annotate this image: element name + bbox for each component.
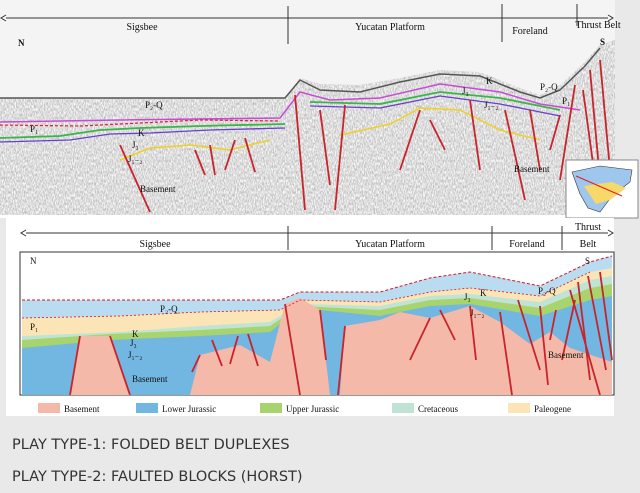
layer-label: J₃ xyxy=(464,292,471,302)
region-label: Yucatan Platform xyxy=(355,239,425,250)
seismic-faults xyxy=(119,59,611,213)
layer-label: J₃ xyxy=(132,140,139,150)
layer-label: K xyxy=(486,76,493,86)
section-faults xyxy=(69,271,613,396)
legend-label: Paleogene xyxy=(534,404,571,414)
layer-label: K xyxy=(132,329,139,339)
inset-map xyxy=(565,159,639,219)
legend-label: Upper Jurassic xyxy=(286,404,339,414)
seismic-panel: Sigsbee Yucatan Platform Foreland Thrust… xyxy=(0,0,639,219)
section-panel: Sigsbee Yucatan Platform Foreland Thrust… xyxy=(6,218,615,416)
compass-label: S xyxy=(600,37,605,47)
region-label: Thrust xyxy=(575,222,601,233)
compass-label: S xyxy=(585,256,590,266)
legend-swatch xyxy=(508,403,530,413)
layer-label: P₁ xyxy=(30,124,38,134)
region-label: Thrust Belt xyxy=(575,20,620,31)
layer-label: P₂-Q xyxy=(145,100,163,110)
legend: Basement Lower Jurassic Upper Jurassic C… xyxy=(38,403,571,414)
layer-label: K xyxy=(138,128,145,138)
legend-label: Cretaceous xyxy=(418,404,458,414)
layer-label: J₁₋₂ xyxy=(484,100,499,110)
legend-label: Basement xyxy=(64,404,100,414)
layer-label: J₁₋₂ xyxy=(470,308,485,318)
caption: PLAY TYPE-2: FAULTED BLOCKS (HORST) xyxy=(12,469,303,485)
layer-label: J₁₋₂ xyxy=(128,154,143,164)
region-label: Foreland xyxy=(509,239,545,250)
layer-label: K xyxy=(480,288,487,298)
legend-swatch xyxy=(392,403,414,413)
legend-label: Lower Jurassic xyxy=(162,404,216,414)
region-label: Foreland xyxy=(512,26,548,37)
layer-label: P₂-Q xyxy=(538,286,556,296)
layer-label: Basement xyxy=(514,164,550,174)
layer-label: J₁₋₂ xyxy=(128,350,143,360)
region-label: Belt xyxy=(580,239,597,250)
layer-label: Basement xyxy=(132,374,168,384)
layer-label: P₁ xyxy=(30,322,38,332)
layer-label: J₃ xyxy=(130,338,137,348)
layer-label: J₃ xyxy=(462,86,469,96)
compass-label: N xyxy=(30,256,37,266)
compass-label: N xyxy=(18,38,25,48)
region-label: Yucatan Platform xyxy=(355,22,425,33)
legend-swatch xyxy=(136,403,158,413)
legend-swatch xyxy=(38,403,60,413)
region-label: Sigsbee xyxy=(126,22,158,33)
layer-label: Basement xyxy=(140,184,176,194)
layer-label: P₁ xyxy=(562,96,570,106)
layer-label: P₂-Q xyxy=(540,82,558,92)
layer-label: Basement xyxy=(548,350,584,360)
region-label: Sigsbee xyxy=(139,239,171,250)
layer-label: P₂-Q xyxy=(160,304,178,314)
legend-swatch xyxy=(260,403,282,413)
caption: PLAY TYPE-1: FOLDED BELT DUPLEXES xyxy=(12,437,290,453)
